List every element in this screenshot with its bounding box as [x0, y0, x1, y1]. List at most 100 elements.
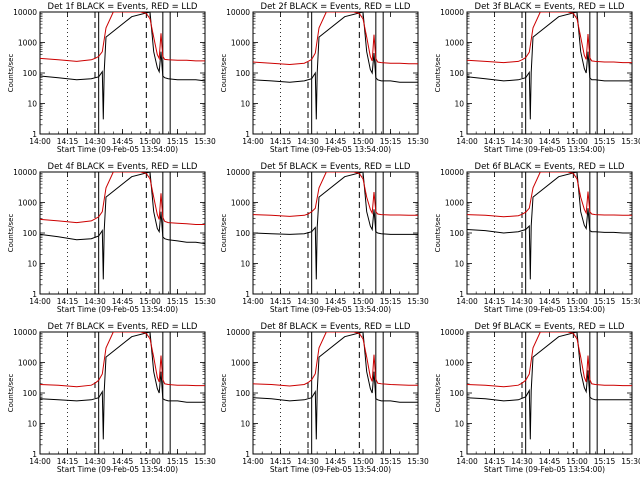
- y-tick-label: 10: [240, 420, 250, 429]
- x-tick-label: 15:15: [594, 137, 616, 146]
- x-tick-label: 15:15: [167, 457, 189, 466]
- y-axis-label: Counts/sec: [7, 214, 15, 253]
- x-axis-label: Start Time (09-Feb-05 13:54:00): [57, 145, 178, 154]
- events-series-line: [467, 332, 632, 440]
- series-group: [253, 12, 418, 120]
- y-tick-label: 10000: [13, 328, 37, 337]
- y-tick-label: 100: [236, 389, 251, 398]
- y-tick-label: 1000: [231, 359, 250, 368]
- chart-panel: Det 5f BLACK = Events, RED = LLD 1 10 100 10…: [220, 162, 429, 314]
- events-series-line: [253, 172, 418, 280]
- plot-frame: [252, 171, 419, 295]
- x-tick-label: 15:15: [380, 297, 402, 306]
- lld-series-line: [253, 172, 418, 217]
- chart-title: Det 1f BLACK = Events, RED = LLD: [48, 2, 198, 12]
- y-axis-label: Counts/sec: [220, 54, 228, 93]
- y-tick-label: 1: [32, 450, 37, 459]
- x-axis-label: Start Time (09-Feb-05 13:54:00): [57, 465, 178, 474]
- x-tick-label: 15:30: [407, 137, 429, 146]
- y-tick-label: 1000: [231, 39, 250, 48]
- y-tick-label: 1000: [18, 199, 37, 208]
- chart-panel: Det 1f BLACK = Events, RED = LLD 1 10 100 10…: [7, 2, 216, 154]
- y-axis-label: Counts/sec: [220, 214, 228, 253]
- x-tick-label: 14:15: [484, 137, 506, 146]
- chart-title: Det 9f BLACK = Events, RED = LLD: [475, 322, 625, 332]
- series-group: [253, 332, 418, 440]
- x-tick-label: 14:30: [297, 297, 319, 306]
- x-axis-label: Start Time (09-Feb-05 13:54:00): [57, 305, 178, 314]
- x-tick-label: 15:00: [566, 137, 588, 146]
- y-tick-label: 10000: [226, 168, 250, 177]
- events-series-line: [40, 332, 205, 440]
- chart-title: Det 7f BLACK = Events, RED = LLD: [48, 322, 198, 332]
- x-tick-label: 14:00: [456, 297, 478, 306]
- x-tick-label: 14:15: [57, 297, 79, 306]
- plot-frame: [466, 331, 633, 455]
- x-tick-label: 15:30: [407, 297, 429, 306]
- y-axis-label: Counts/sec: [7, 54, 15, 93]
- y-tick-label: 10: [27, 100, 37, 109]
- x-axis-label: Start Time (09-Feb-05 13:54:00): [270, 145, 391, 154]
- x-tick-label: 14:00: [29, 297, 51, 306]
- plot-frame: [466, 171, 633, 295]
- y-tick-label: 10: [454, 420, 464, 429]
- events-series-line: [40, 172, 205, 280]
- y-tick-label: 100: [23, 389, 38, 398]
- events-series-line: [253, 12, 418, 120]
- chart-panel: Det 3f BLACK = Events, RED = LLD 1 10 100 10…: [434, 2, 640, 154]
- x-tick-label: 15:00: [352, 137, 374, 146]
- y-axis-label: Counts/sec: [220, 374, 228, 413]
- y-tick-label: 100: [236, 69, 251, 78]
- x-axis-label: Start Time (09-Feb-05 13:54:00): [484, 305, 605, 314]
- x-tick-label: 14:00: [29, 137, 51, 146]
- y-tick-label: 10: [240, 260, 250, 269]
- x-tick-label: 15:15: [380, 457, 402, 466]
- x-tick-label: 15:30: [194, 137, 216, 146]
- y-tick-label: 1000: [445, 199, 464, 208]
- y-tick-label: 10000: [226, 8, 250, 17]
- x-tick-label: 15:15: [594, 457, 616, 466]
- y-tick-label: 10000: [13, 168, 37, 177]
- y-tick-label: 100: [450, 69, 465, 78]
- x-tick-label: 14:45: [325, 137, 347, 146]
- x-axis-label: Start Time (09-Feb-05 13:54:00): [270, 305, 391, 314]
- chart-panel: Det 9f BLACK = Events, RED = LLD 1 10 100 10…: [434, 322, 640, 474]
- x-tick-label: 15:30: [194, 297, 216, 306]
- chart-panel: Det 7f BLACK = Events, RED = LLD 1 10 100 10…: [7, 322, 216, 474]
- x-tick-label: 15:30: [621, 457, 640, 466]
- series-group: [40, 172, 205, 280]
- y-tick-label: 1000: [231, 199, 250, 208]
- plot-frame: [39, 171, 206, 295]
- x-tick-label: 14:30: [84, 457, 106, 466]
- y-tick-label: 1: [245, 450, 250, 459]
- y-tick-label: 1: [245, 130, 250, 139]
- x-tick-label: 14:30: [511, 137, 533, 146]
- y-tick-label: 10: [454, 260, 464, 269]
- x-axis-label: Start Time (09-Feb-05 13:54:00): [484, 465, 605, 474]
- lld-series-line: [40, 12, 205, 62]
- y-axis-label: Counts/sec: [434, 214, 442, 253]
- y-tick-label: 10: [454, 100, 464, 109]
- y-tick-label: 10000: [226, 328, 250, 337]
- series-group: [40, 332, 205, 440]
- y-tick-label: 100: [23, 69, 38, 78]
- x-tick-label: 14:45: [112, 457, 134, 466]
- chart-title: Det 8f BLACK = Events, RED = LLD: [261, 322, 411, 332]
- plot-frame: [39, 331, 206, 455]
- lld-series-line: [40, 172, 205, 225]
- y-tick-label: 10: [27, 260, 37, 269]
- x-tick-label: 15:00: [352, 297, 374, 306]
- y-tick-label: 10000: [440, 328, 464, 337]
- x-tick-label: 14:15: [57, 137, 79, 146]
- x-tick-label: 14:45: [539, 297, 561, 306]
- x-tick-label: 14:45: [539, 137, 561, 146]
- lld-series-line: [467, 332, 632, 388]
- chart-title: Det 2f BLACK = Events, RED = LLD: [261, 2, 411, 12]
- y-tick-label: 1: [459, 130, 464, 139]
- y-tick-label: 10000: [440, 168, 464, 177]
- chart-title: Det 6f BLACK = Events, RED = LLD: [475, 162, 625, 172]
- events-series-line: [40, 12, 205, 120]
- x-tick-label: 14:30: [84, 137, 106, 146]
- y-tick-label: 10: [240, 100, 250, 109]
